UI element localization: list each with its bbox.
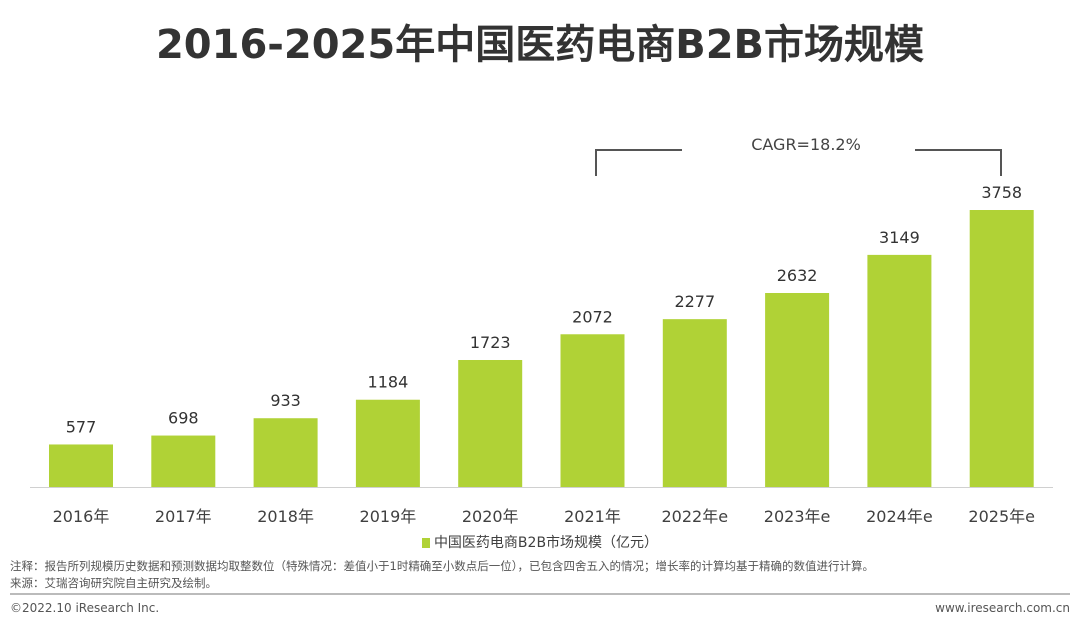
x-tick-label: 2021年 [564, 507, 621, 526]
bar-chart: 577 2016年 698 2017年 933 2018年 1184 2019年 1723 202… [30, 135, 1053, 526]
x-tick-label: 2022年e [662, 507, 729, 526]
data-label: 1723 [470, 333, 511, 352]
bar [355, 399, 420, 487]
cagr-bracket-left [595, 149, 682, 176]
legend-label: 中国医药电商B2B市场规模（亿元） [433, 535, 659, 551]
data-label: 577 [66, 417, 97, 436]
data-label: 1184 [368, 373, 409, 392]
data-label: 698 [168, 409, 199, 428]
x-tick-label: 2020年 [462, 507, 519, 526]
cagr-bracket-right [915, 149, 1002, 176]
x-tick-label: 2023年e [764, 507, 831, 526]
bar [867, 254, 932, 487]
bar [969, 210, 1034, 487]
x-tick-label: 2024年e [866, 507, 933, 526]
bar [458, 359, 523, 487]
legend-swatch [421, 538, 430, 548]
cagr-annotation: CAGR=18.2% [751, 135, 861, 154]
x-tick-label: 2019年 [360, 507, 417, 526]
x-tick-label: 2025年e [968, 507, 1035, 526]
data-label: 933 [270, 391, 301, 410]
source-text: 来源：艾瑞咨询研究院自主研究及绘制。 [10, 576, 217, 590]
bar [662, 319, 727, 487]
x-tick-label: 2016年 [53, 507, 110, 526]
legend: 中国医药电商B2B市场规模（亿元） [0, 532, 1080, 552]
x-tick-label: 2018年 [257, 507, 314, 526]
data-label: 2632 [777, 266, 818, 285]
bar [151, 435, 216, 487]
data-label: 3758 [981, 183, 1022, 202]
bar [765, 292, 830, 487]
x-tick-label: 2017年 [155, 507, 212, 526]
data-label: 3149 [879, 228, 920, 247]
divider [10, 593, 1070, 595]
data-label: 2277 [674, 292, 715, 311]
data-label: 2072 [572, 307, 613, 326]
chart-title: 2016-2025年中国医药电商B2B市场规模 [155, 22, 925, 68]
note-text: 注释：报告所列规模历史数据和预测数据均取整数位（特殊情况：差值小于1时精确至小数… [10, 559, 875, 573]
website-link[interactable]: www.iresearch.com.cn [935, 601, 1070, 615]
copyright: ©2022.10 iResearch Inc. [10, 601, 160, 615]
bar [49, 444, 113, 487]
bar [253, 418, 318, 487]
bar [560, 334, 625, 487]
